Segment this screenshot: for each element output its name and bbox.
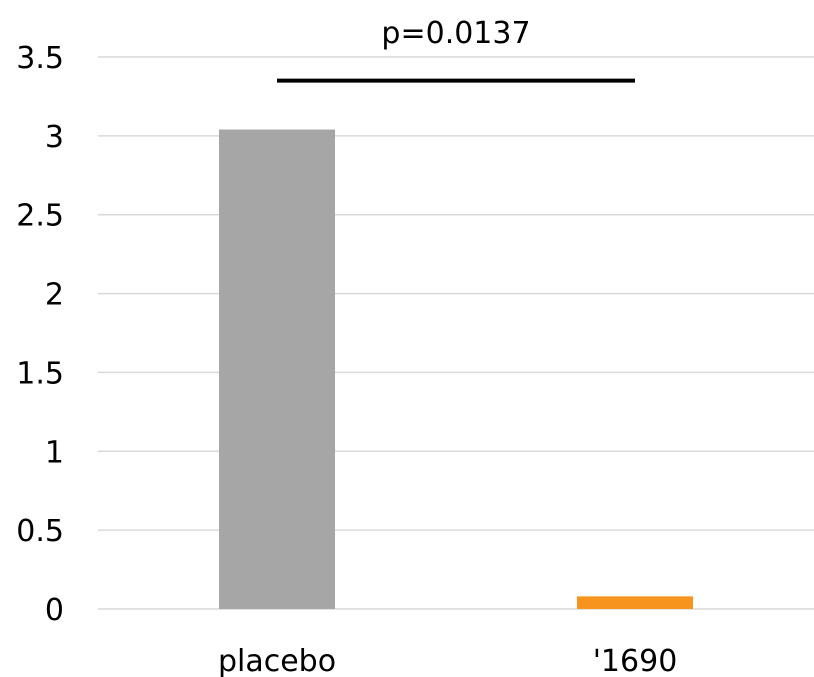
bars [219,129,693,609]
x-axis-category-labels: placebo '1690 [218,644,677,677]
p-value-label: p=0.0137 [381,16,530,51]
y-tick-label: 1 [45,435,64,470]
bar-1 [577,596,693,609]
y-tick-label: 2 [45,278,64,313]
y-tick-label: 0 [45,593,64,628]
x-category-label: placebo [218,644,336,677]
y-axis-tick-labels: 0 0.5 1 1.5 2 2.5 3 3.5 [16,41,64,628]
y-tick-label: 3 [45,120,64,155]
y-tick-label: 3.5 [16,41,64,76]
significance-annotation: p=0.0137 [277,16,635,83]
x-category-label: '1690 [593,644,678,677]
bar-0 [219,129,335,609]
gridlines [98,56,814,610]
y-tick-label: 2.5 [16,199,64,234]
y-tick-label: 1.5 [16,356,64,391]
y-tick-label: 0.5 [16,514,64,549]
